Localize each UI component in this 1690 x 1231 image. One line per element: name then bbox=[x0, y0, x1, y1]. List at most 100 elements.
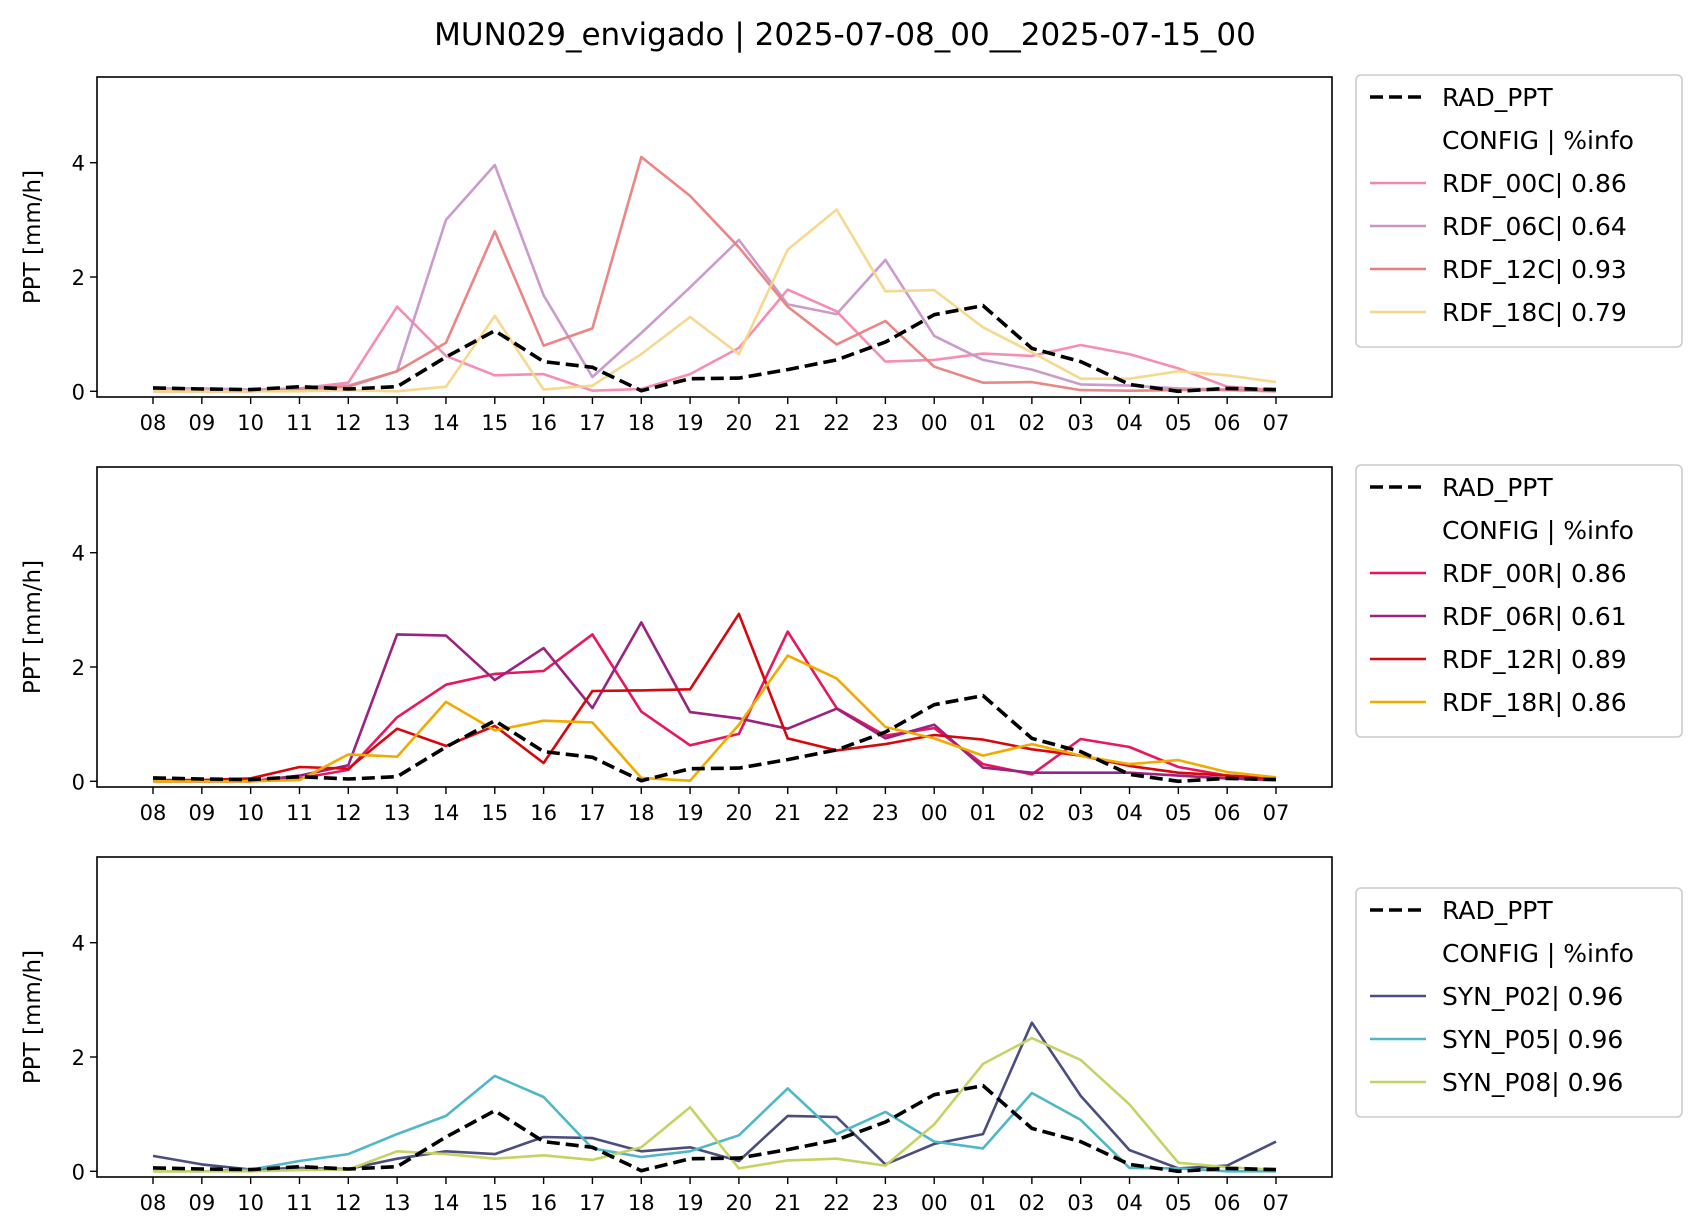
x-tick-label: 18 bbox=[628, 1191, 655, 1215]
legend-header: CONFIG | %info bbox=[1442, 939, 1634, 968]
x-tick-label: 03 bbox=[1067, 1191, 1094, 1215]
x-tick-label: 05 bbox=[1165, 801, 1192, 825]
series-line-rdf-18c bbox=[153, 208, 1277, 393]
y-tick-label: 2 bbox=[72, 266, 85, 290]
legend-box bbox=[1355, 464, 1683, 738]
legend-label-rdf-00r: RDF_00R| 0.86 bbox=[1442, 559, 1627, 588]
y-tick-label: 4 bbox=[72, 932, 85, 956]
series-line-rad-ppt bbox=[152, 303, 1277, 394]
x-tick-label: 01 bbox=[970, 411, 997, 435]
x-tick-label: 12 bbox=[335, 411, 362, 435]
x-tick-label: 22 bbox=[823, 801, 850, 825]
x-tick-label: 12 bbox=[335, 801, 362, 825]
x-tick-label: 11 bbox=[286, 801, 313, 825]
legend-label-rad-ppt: RAD_PPT bbox=[1442, 83, 1553, 112]
series-line-syn-p08 bbox=[153, 1036, 1277, 1173]
x-tick-label: 03 bbox=[1067, 801, 1094, 825]
x-tick-label: 02 bbox=[1019, 1191, 1046, 1215]
legend-header: CONFIG | %info bbox=[1442, 516, 1634, 545]
x-tick-label: 04 bbox=[1116, 801, 1143, 825]
x-tick-label: 21 bbox=[774, 1191, 801, 1215]
legend-box bbox=[1355, 74, 1683, 348]
axes-frame bbox=[96, 856, 1333, 1178]
x-tick-label: 01 bbox=[970, 801, 997, 825]
x-tick-label: 15 bbox=[481, 1191, 508, 1215]
figure-title: MUN029_envigado | 2025-07-08_00__2025-07… bbox=[434, 17, 1256, 53]
x-tick-label: 05 bbox=[1165, 411, 1192, 435]
y-tick-label: 2 bbox=[72, 1046, 85, 1070]
x-tick-label: 19 bbox=[677, 411, 704, 435]
x-tick-label: 04 bbox=[1116, 411, 1143, 435]
x-tick-label: 17 bbox=[579, 411, 606, 435]
x-tick-label: 00 bbox=[921, 801, 948, 825]
x-tick-label: 21 bbox=[774, 411, 801, 435]
legend-label-rdf-06c: RDF_06C| 0.64 bbox=[1442, 212, 1627, 241]
x-tick-label: 11 bbox=[286, 411, 313, 435]
legend-box bbox=[1355, 887, 1683, 1118]
x-tick-label: 10 bbox=[237, 1191, 264, 1215]
x-tick-label: 20 bbox=[726, 411, 753, 435]
y-axis-label: PPT [mm/h] bbox=[20, 170, 46, 304]
y-tick-label: 0 bbox=[72, 380, 85, 404]
x-tick-label: 13 bbox=[384, 1191, 411, 1215]
legend-label-rdf-12r: RDF_12R| 0.89 bbox=[1442, 645, 1627, 674]
x-tick-label: 21 bbox=[774, 801, 801, 825]
x-tick-label: 18 bbox=[628, 801, 655, 825]
x-tick-label: 03 bbox=[1067, 411, 1094, 435]
legend-label-syn-p02: SYN_P02| 0.96 bbox=[1442, 982, 1623, 1011]
series-line-rdf-00c bbox=[153, 288, 1277, 393]
x-tick-label: 22 bbox=[823, 1191, 850, 1215]
series-line-syn-p05 bbox=[153, 1074, 1276, 1173]
x-tick-label: 09 bbox=[188, 411, 215, 435]
x-tick-label: 20 bbox=[726, 801, 753, 825]
x-tick-label: 23 bbox=[872, 411, 899, 435]
x-tick-label: 17 bbox=[579, 1191, 606, 1215]
x-tick-label: 07 bbox=[1263, 1191, 1290, 1215]
x-tick-label: 14 bbox=[433, 1191, 460, 1215]
x-tick-label: 09 bbox=[188, 801, 215, 825]
x-tick-label: 18 bbox=[628, 411, 655, 435]
x-tick-label: 23 bbox=[872, 801, 899, 825]
series-line-rad-ppt bbox=[152, 693, 1277, 784]
x-tick-label: 08 bbox=[140, 801, 167, 825]
series-line-rdf-12c bbox=[153, 155, 1277, 393]
x-tick-label: 20 bbox=[726, 1191, 753, 1215]
x-tick-label: 06 bbox=[1214, 801, 1241, 825]
x-tick-label: 09 bbox=[188, 1191, 215, 1215]
x-tick-label: 07 bbox=[1263, 411, 1290, 435]
legend-label-rdf-12c: RDF_12C| 0.93 bbox=[1442, 255, 1627, 284]
x-tick-label: 14 bbox=[433, 801, 460, 825]
legend-header: CONFIG | %info bbox=[1442, 126, 1634, 155]
y-axis-label: PPT [mm/h] bbox=[20, 950, 46, 1084]
y-tick-label: 4 bbox=[72, 152, 85, 176]
x-tick-label: 23 bbox=[872, 1191, 899, 1215]
x-tick-label: 01 bbox=[970, 1191, 997, 1215]
x-tick-label: 11 bbox=[286, 1191, 313, 1215]
x-tick-label: 13 bbox=[384, 801, 411, 825]
x-tick-label: 00 bbox=[921, 1191, 948, 1215]
axes-frame bbox=[96, 76, 1333, 398]
legend-label-syn-p05: SYN_P05| 0.96 bbox=[1442, 1025, 1623, 1054]
x-tick-label: 08 bbox=[140, 411, 167, 435]
x-tick-label: 02 bbox=[1019, 801, 1046, 825]
y-tick-label: 0 bbox=[72, 770, 85, 794]
x-tick-label: 17 bbox=[579, 801, 606, 825]
x-tick-label: 02 bbox=[1019, 411, 1046, 435]
x-tick-label: 19 bbox=[677, 1191, 704, 1215]
x-tick-label: 12 bbox=[335, 1191, 362, 1215]
series-line-rdf-06r bbox=[153, 621, 1277, 783]
x-tick-label: 14 bbox=[433, 411, 460, 435]
x-tick-label: 06 bbox=[1214, 1191, 1241, 1215]
x-tick-label: 10 bbox=[237, 801, 264, 825]
legend-label-rdf-00c: RDF_00C| 0.86 bbox=[1442, 169, 1627, 198]
x-tick-label: 22 bbox=[823, 411, 850, 435]
legend-label-rdf-06r: RDF_06R| 0.61 bbox=[1442, 602, 1627, 631]
x-tick-label: 15 bbox=[481, 411, 508, 435]
legend-label-rdf-18r: RDF_18R| 0.86 bbox=[1442, 688, 1627, 717]
y-tick-label: 2 bbox=[72, 656, 85, 680]
